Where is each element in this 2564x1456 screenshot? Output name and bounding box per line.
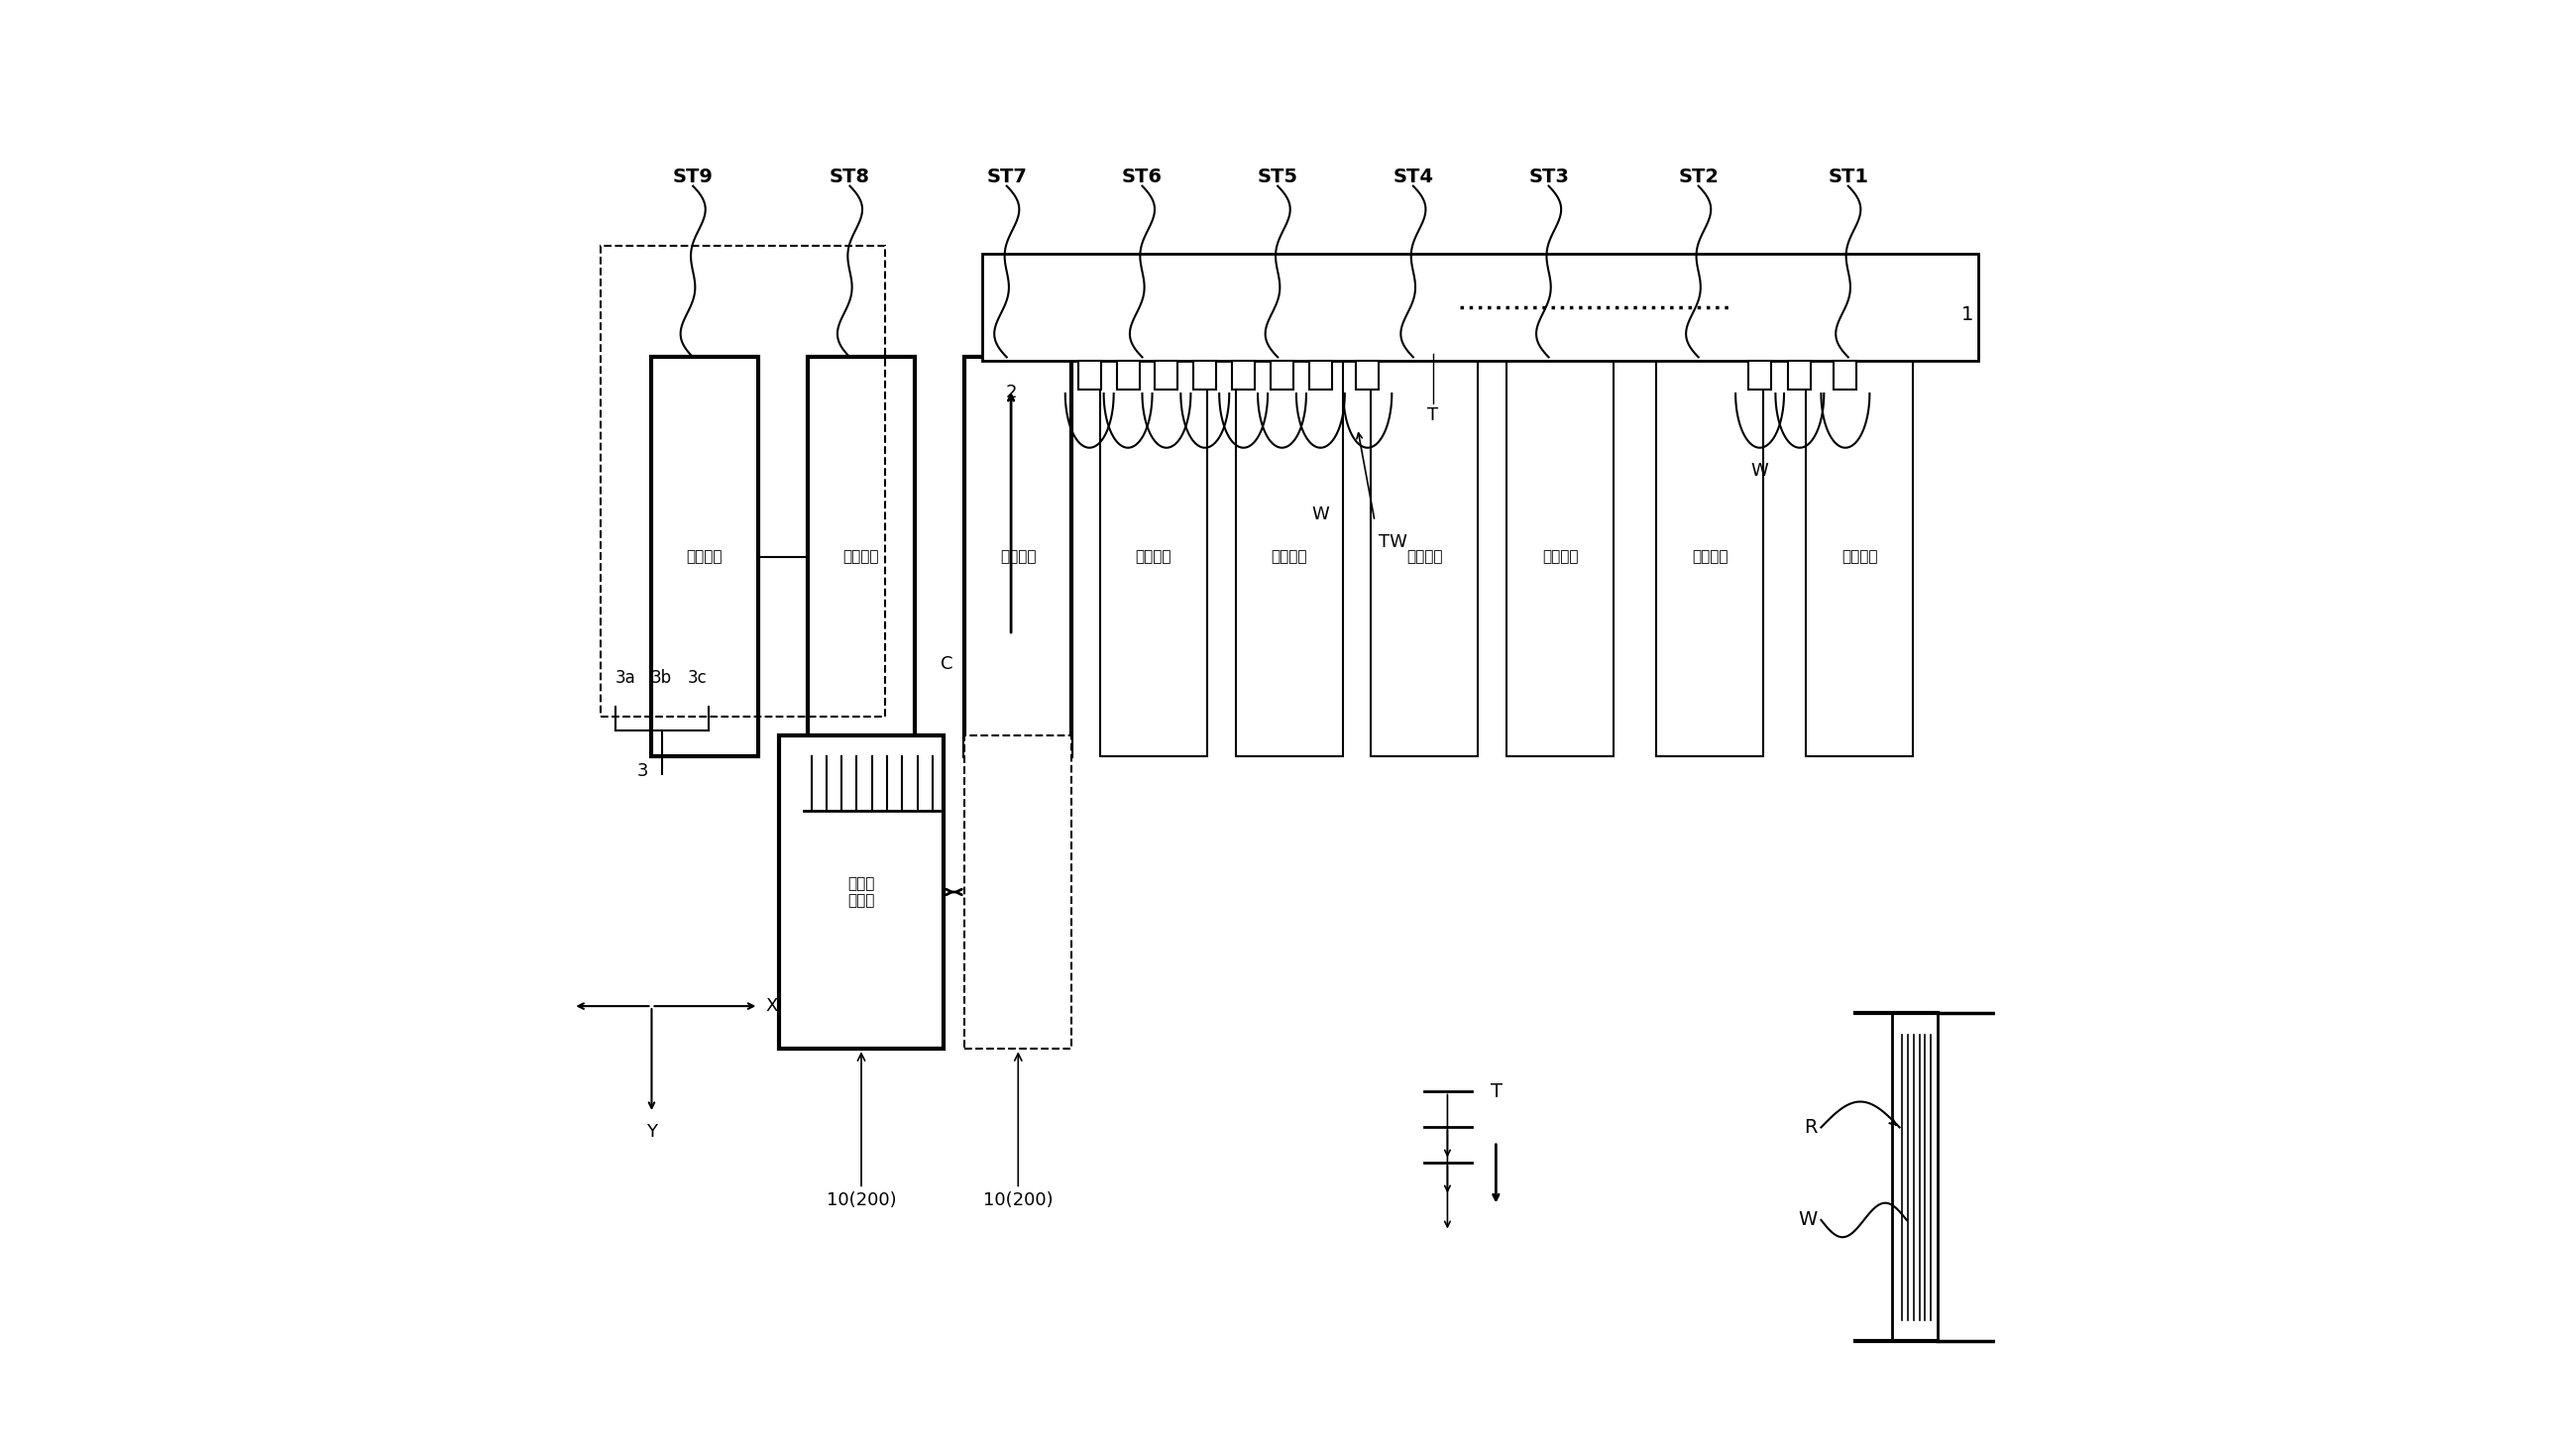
Bar (1310, 361, 1331, 389)
Text: 10(200): 10(200) (826, 1054, 897, 1210)
Text: 交接反转: 交接反转 (1000, 549, 1036, 565)
Text: R: R (1802, 1118, 1818, 1137)
FancyBboxPatch shape (1656, 357, 1764, 757)
Text: ST2: ST2 (1677, 167, 1718, 186)
Text: ST1: ST1 (1828, 167, 1869, 186)
Bar (1272, 361, 1292, 389)
Text: X: X (767, 997, 777, 1015)
Text: 插入端子: 插入端子 (844, 549, 879, 565)
Text: 端末加工: 端末加工 (1692, 549, 1728, 565)
FancyBboxPatch shape (651, 357, 759, 757)
Bar (1077, 361, 1100, 389)
Bar (1154, 361, 1177, 389)
FancyBboxPatch shape (1236, 357, 1344, 757)
Bar (982, 253, 1977, 361)
FancyBboxPatch shape (964, 735, 1072, 1048)
FancyBboxPatch shape (808, 357, 915, 757)
Text: 检查图像: 检查图像 (1272, 549, 1308, 565)
Text: 3: 3 (638, 761, 649, 780)
Bar (1892, 1013, 1938, 1341)
Text: T: T (1490, 1082, 1503, 1101)
Text: W: W (1313, 505, 1328, 523)
Text: 拆装产品: 拆装产品 (687, 549, 723, 565)
Text: ST3: ST3 (1528, 167, 1569, 186)
Text: 检查端末: 检查端末 (1541, 549, 1579, 565)
Text: ST6: ST6 (1123, 167, 1161, 186)
Text: 检查高度: 检查高度 (1136, 549, 1172, 565)
Bar (1115, 361, 1138, 389)
FancyBboxPatch shape (1508, 357, 1613, 757)
Text: 3c: 3c (687, 670, 708, 687)
FancyBboxPatch shape (964, 357, 1072, 757)
Text: 3a: 3a (615, 670, 636, 687)
Text: ST4: ST4 (1392, 167, 1433, 186)
FancyBboxPatch shape (779, 735, 944, 1048)
Bar (1356, 361, 1379, 389)
Text: 端子插
入装置: 端子插 入装置 (849, 877, 874, 909)
Text: ST9: ST9 (672, 167, 713, 186)
FancyBboxPatch shape (1372, 357, 1477, 757)
Text: C: C (941, 655, 954, 673)
Text: 连接端子: 连接端子 (1408, 549, 1444, 565)
Bar (1833, 361, 1856, 389)
Text: W: W (1797, 1210, 1818, 1229)
Text: ST5: ST5 (1256, 167, 1297, 186)
FancyBboxPatch shape (1100, 357, 1208, 757)
Bar (1195, 361, 1215, 389)
Text: Y: Y (646, 1123, 656, 1142)
Text: W: W (1751, 463, 1769, 480)
Text: ST7: ST7 (987, 167, 1028, 186)
Bar (1749, 361, 1772, 389)
Text: TW: TW (1379, 534, 1408, 552)
Text: 2: 2 (1005, 384, 1018, 402)
Text: 10(200): 10(200) (982, 1054, 1054, 1210)
Text: 1: 1 (1961, 304, 1974, 323)
Bar (1233, 361, 1254, 389)
Bar (1787, 361, 1810, 389)
Text: T: T (1428, 406, 1438, 424)
FancyBboxPatch shape (1805, 357, 1913, 757)
Text: 3b: 3b (651, 670, 672, 687)
Text: 调整尺寸: 调整尺寸 (1841, 549, 1877, 565)
Text: ST8: ST8 (831, 167, 869, 186)
